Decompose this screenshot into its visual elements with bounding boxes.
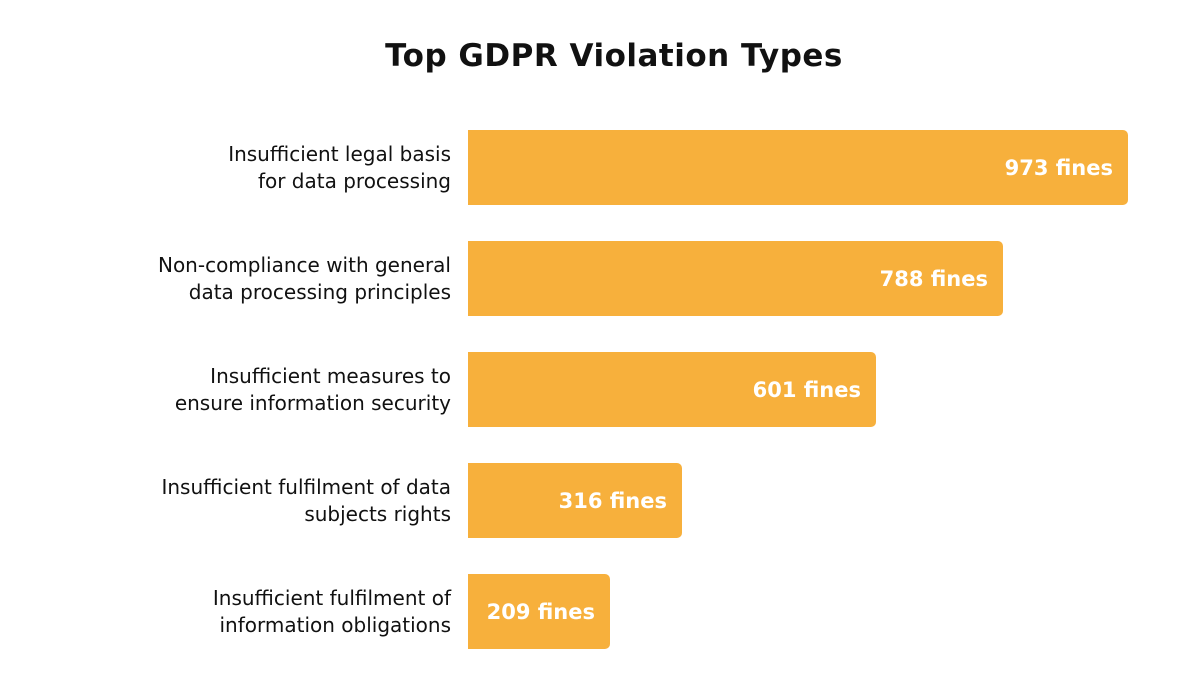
- bar-value-label: 209 fines: [486, 599, 595, 624]
- bar-value-label: 973 fines: [1004, 155, 1113, 180]
- category-label-line: ensure information security: [174, 390, 451, 415]
- category-label-line: data processing principles: [188, 279, 451, 304]
- chart-title: Top GDPR Violation Types: [385, 38, 843, 74]
- bar: 316 fines: [468, 463, 682, 538]
- category-label: Insufficient fulfilment of information ob…: [91, 585, 451, 639]
- category-label-line: subjects rights: [304, 501, 451, 526]
- bar: 973 fines: [468, 130, 1128, 205]
- category-label-line: Insufficient measures to: [210, 363, 451, 388]
- category-label-line: information obligations: [219, 612, 451, 637]
- category-label: Non-compliance with general data processi…: [91, 252, 451, 306]
- bar: 209 fines: [468, 574, 610, 649]
- bar-value-label: 601 fines: [752, 377, 861, 402]
- category-label: Insufficient fulfilment of data subjects …: [91, 474, 451, 528]
- bar-value-label: 316 fines: [558, 488, 667, 513]
- category-label-line: for data processing: [257, 168, 451, 193]
- category-label-line: Insufficient fulfilment of: [212, 585, 451, 610]
- bar: 601 fines: [468, 352, 876, 427]
- bar-value-label: 788 fines: [879, 266, 988, 291]
- category-label-line: Non-compliance with general: [157, 252, 451, 277]
- category-label: Insufficient legal basis for data process…: [91, 141, 451, 195]
- category-label-line: Insufficient fulfilment of data: [161, 474, 451, 499]
- bar: 788 fines: [468, 241, 1003, 316]
- category-label: Insufficient measures to ensure informati…: [91, 363, 451, 417]
- category-label-line: Insufficient legal basis: [228, 141, 451, 166]
